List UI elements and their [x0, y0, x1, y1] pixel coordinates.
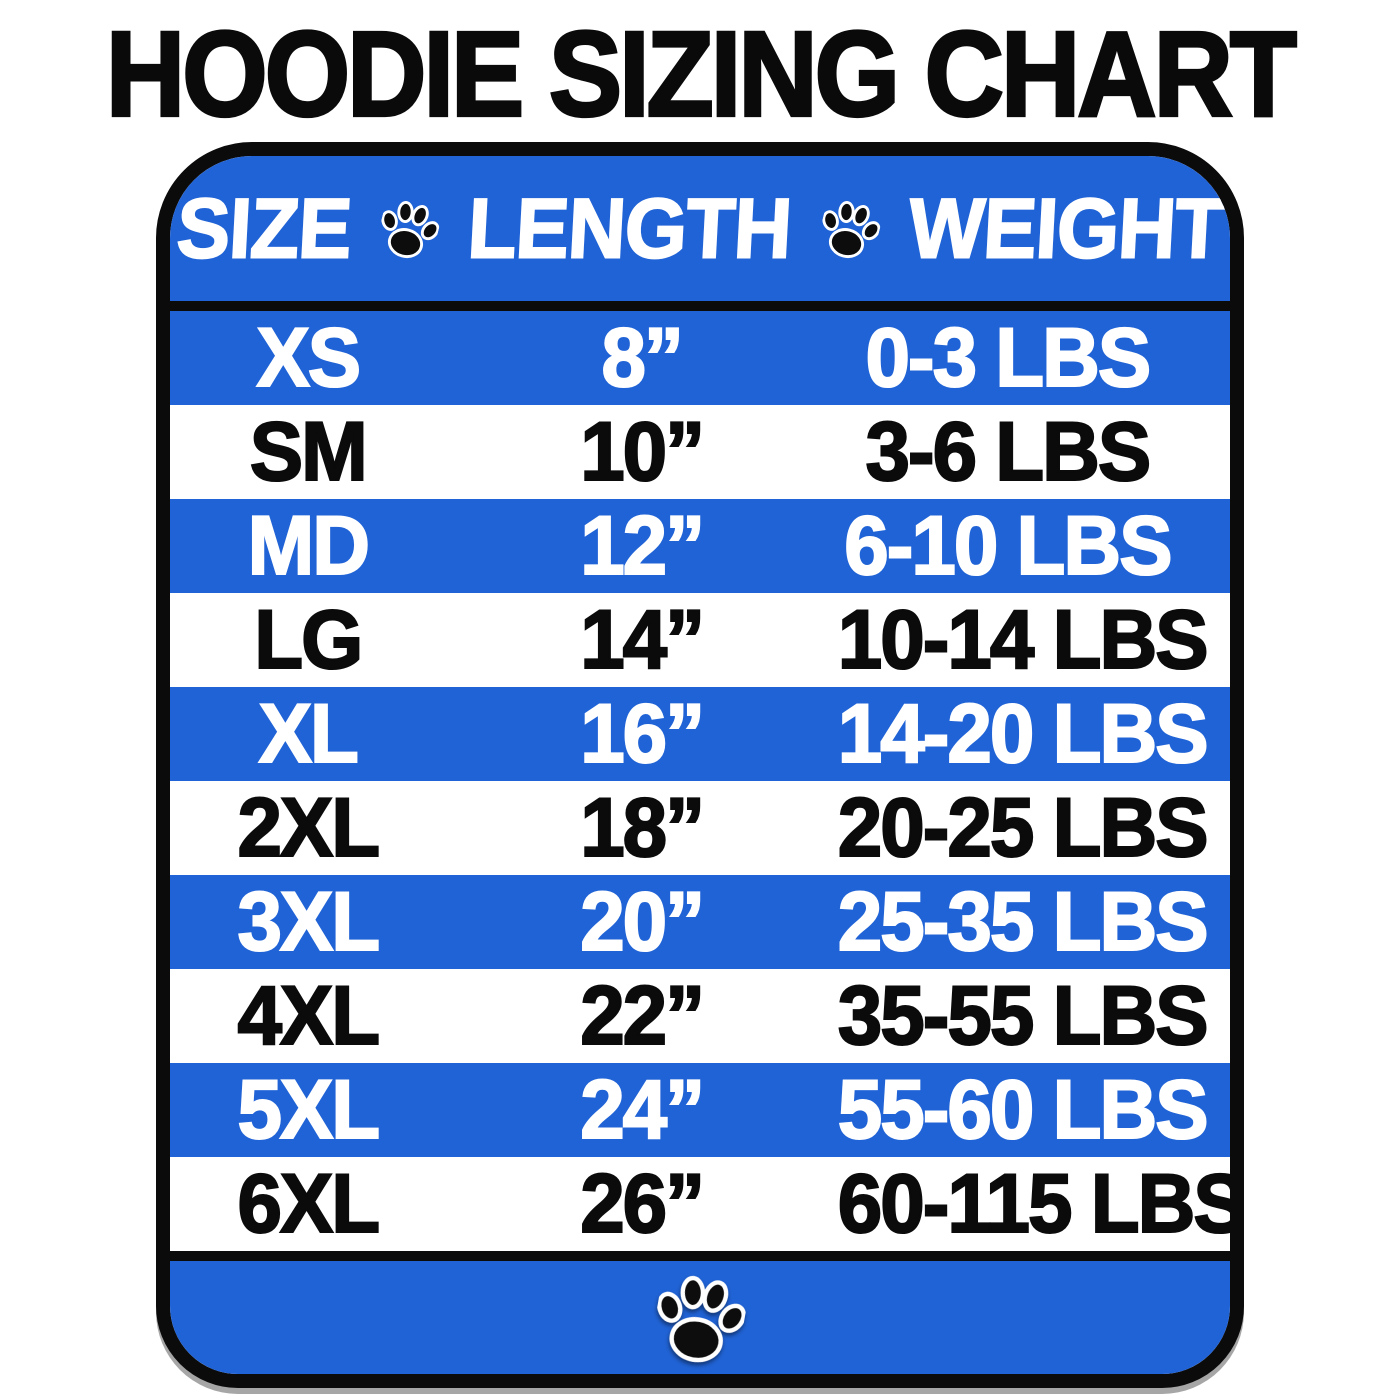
paw-icon — [374, 191, 445, 265]
table-header: SIZE LENGTH WEIGHT — [170, 156, 1230, 301]
length-cell: 24” — [579, 1062, 706, 1157]
table-row: LG 14” 10-14 LBS — [170, 592, 1230, 687]
weight-cell: 55-60 LBS — [837, 1062, 1210, 1157]
weight-cell: 35-55 LBS — [837, 968, 1210, 1063]
weight-cell: 3-6 LBS — [864, 404, 1152, 499]
sizing-chart-card: SIZE LENGTH WEIGHT XS 8” 0-3 LBS SM 10” … — [156, 142, 1244, 1388]
weight-cell: 25-35 LBS — [837, 874, 1210, 969]
paw-icon — [648, 1263, 751, 1373]
column-header-weight: WEIGHT — [906, 180, 1227, 276]
table-body: XS 8” 0-3 LBS SM 10” 3-6 LBS MD 12” 6-10… — [170, 310, 1244, 1251]
table-row: 2XL 18” 20-25 LBS — [170, 780, 1230, 875]
weight-cell: 0-3 LBS — [864, 310, 1152, 405]
column-header-length: LENGTH — [465, 180, 795, 276]
weight-cell: 60-115 LBS — [837, 1156, 1244, 1251]
length-cell: 22” — [579, 968, 706, 1063]
weight-cell: 14-20 LBS — [837, 686, 1210, 781]
size-cell: 5XL — [236, 1062, 381, 1157]
length-cell: 16” — [579, 686, 706, 781]
header-divider — [170, 301, 1230, 311]
size-cell: XL — [258, 686, 360, 781]
size-cell: 4XL — [236, 968, 381, 1063]
paw-icon — [815, 191, 886, 265]
footer-divider — [170, 1251, 1230, 1261]
table-row: 3XL 20” 25-35 LBS — [170, 874, 1230, 969]
length-cell: 10” — [579, 404, 706, 499]
length-cell: 12” — [579, 498, 706, 593]
length-cell: 26” — [579, 1156, 706, 1251]
length-cell: 8” — [600, 310, 685, 405]
page-title: HOODIE SIZING CHART — [104, 6, 1298, 142]
weight-cell: 6-10 LBS — [843, 498, 1173, 593]
size-cell: 3XL — [236, 874, 381, 969]
column-header-size: SIZE — [173, 180, 354, 276]
size-cell: 6XL — [236, 1156, 381, 1251]
table-row: SM 10” 3-6 LBS — [170, 404, 1230, 499]
weight-cell: 20-25 LBS — [837, 780, 1210, 875]
weight-cell: 10-14 LBS — [837, 592, 1210, 687]
table-row: 4XL 22” 35-55 LBS — [170, 968, 1230, 1063]
size-cell: XS — [255, 310, 362, 405]
table-footer — [170, 1261, 1230, 1374]
length-cell: 14” — [579, 592, 706, 687]
table-row: XL 16” 14-20 LBS — [170, 686, 1230, 781]
size-cell: 2XL — [236, 780, 381, 875]
table-row: MD 12” 6-10 LBS — [170, 498, 1230, 593]
length-cell: 18” — [579, 780, 706, 875]
size-cell: MD — [247, 498, 371, 593]
table-row: 5XL 24” 55-60 LBS — [170, 1062, 1230, 1157]
size-cell: LG — [253, 592, 364, 687]
length-cell: 20” — [579, 874, 706, 969]
table-row: 6XL 26” 60-115 LBS — [170, 1156, 1244, 1251]
table-row: XS 8” 0-3 LBS — [170, 310, 1230, 405]
size-cell: SM — [249, 404, 369, 499]
sizing-chart-page: HOODIE SIZING CHART SIZE LENGTH WEIGHT X… — [0, 6, 1400, 1400]
